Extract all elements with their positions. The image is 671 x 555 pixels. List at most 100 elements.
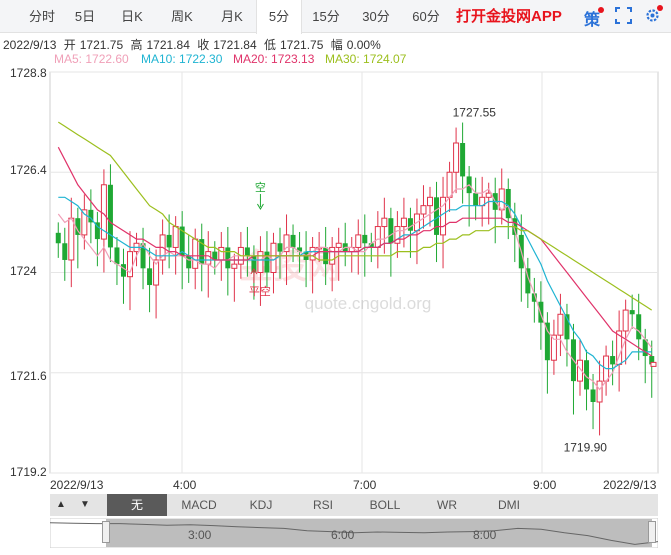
high-value: 1721.84 (146, 38, 190, 52)
navigator-left-handle[interactable] (102, 521, 110, 543)
tab-60-min[interactable]: 60分 (412, 9, 440, 24)
x-tick-label: 9:00 (533, 478, 557, 492)
candle-body (244, 247, 250, 256)
candle-body (544, 322, 550, 361)
candle-body (557, 313, 564, 336)
ma20-line (57, 146, 653, 357)
navigator-time-label: 3:00 (188, 528, 212, 542)
close-value: 1721.84 (213, 38, 257, 52)
candle-body (166, 234, 172, 248)
candle-body (388, 218, 394, 244)
candle-body (649, 356, 655, 365)
x-tick-label: 7:00 (353, 478, 377, 492)
candle-body (374, 226, 381, 248)
candle-body (355, 234, 362, 248)
candle-body (140, 243, 146, 269)
candle-body (309, 246, 316, 261)
candle-body (251, 255, 257, 273)
ma30-line (57, 121, 653, 311)
gear-icon[interactable] (644, 7, 661, 24)
y-tick-label: 1721.6 (10, 369, 47, 383)
candle-body (381, 217, 388, 228)
last-price-marker (650, 361, 657, 367)
strategy-button[interactable]: 策 (584, 12, 601, 29)
high-annotation: 1727.55 (453, 106, 497, 120)
candle-body (636, 314, 642, 340)
candle-body (362, 234, 368, 244)
candle-body (596, 380, 603, 403)
tab-intraday[interactable]: 分时 (28, 9, 55, 24)
scroll-down-button[interactable]: ▼ (80, 499, 90, 510)
open-app-link[interactable]: 打开金投网APP (456, 8, 562, 25)
ma5-line (57, 184, 653, 391)
tab-5-day[interactable]: 5日 (74, 9, 96, 24)
candle-body (199, 239, 205, 265)
candle-body (290, 234, 296, 248)
tab-5-min[interactable]: 5分 (256, 0, 302, 34)
candle-body (564, 314, 570, 340)
candle-body (62, 243, 68, 260)
navigator-time-label: 8:00 (473, 528, 497, 542)
candle-body (205, 251, 212, 265)
candle-body (264, 251, 270, 273)
indicator-none[interactable]: 无 (107, 494, 167, 516)
candle-body (629, 310, 635, 315)
ma20-legend: MA20: 1723.13 (233, 52, 315, 66)
range-navigator[interactable] (50, 518, 658, 548)
notification-dot (598, 7, 604, 13)
candle-body (179, 226, 185, 256)
candle-body (531, 293, 537, 302)
indicator-boll[interactable]: BOLL (369, 498, 401, 512)
candle-body (55, 232, 61, 244)
open-value: 1721.75 (79, 38, 124, 52)
candle-body (622, 309, 629, 332)
candle-body (75, 218, 81, 235)
indicator-kdj[interactable]: KDJ (249, 498, 273, 512)
candle-body (590, 389, 596, 402)
indicator-rsi[interactable]: RSI (312, 498, 333, 512)
tab-15-min[interactable]: 15分 (312, 9, 340, 24)
high-label: 高 (130, 38, 143, 52)
candle-body (68, 217, 75, 261)
ma30-legend: MA30: 1724.07 (325, 52, 407, 66)
indicator-bar: ▲ ▼ 无 MACD KDJ RSI BOLL WR DMI (50, 494, 658, 516)
fullscreen-icon[interactable] (615, 7, 632, 24)
y-tick-label: 1724 (10, 264, 37, 278)
quote-date: 2022/9/13 (3, 38, 57, 52)
candle-body (257, 251, 264, 273)
tab-monthly-k[interactable]: 月K (221, 9, 243, 24)
candle-body (114, 247, 120, 265)
buy-signal-label: 平空 (249, 284, 271, 298)
change-label: 幅 (330, 38, 343, 52)
candle-body (460, 143, 466, 177)
candle-body (394, 226, 401, 244)
candle-body (81, 209, 88, 236)
tab-weekly-k[interactable]: 周K (171, 9, 193, 24)
candle-body (94, 222, 100, 240)
buy-signal-arrowhead (250, 268, 258, 275)
indicator-macd[interactable]: MACD (181, 498, 217, 512)
candle-body (368, 243, 374, 248)
sell-signal-label: 空 (255, 180, 266, 194)
navigator-selection (106, 519, 652, 547)
watermark-url: quote.cngold.org (305, 294, 432, 313)
navigator-price-line (50, 522, 658, 545)
navigator-time-label: 6:00 (331, 528, 355, 542)
navigator-right-handle[interactable] (648, 521, 656, 543)
candle-body (88, 209, 94, 223)
close-label: 收 (197, 38, 210, 52)
tab-daily-k[interactable]: 日K (121, 9, 143, 24)
candle-body (120, 264, 126, 277)
candle-body (270, 242, 277, 274)
indicator-dmi[interactable]: DMI (498, 498, 520, 512)
candle-body (297, 247, 303, 252)
change-value: 0.00% (346, 38, 381, 52)
indicator-wr[interactable]: WR (437, 498, 457, 512)
candle-body (642, 339, 648, 357)
scroll-up-button[interactable]: ▲ (56, 499, 66, 510)
low-value: 1721.75 (280, 38, 324, 52)
candle-body (505, 188, 511, 219)
tab-30-min[interactable]: 30分 (362, 9, 390, 24)
candle-body (453, 142, 460, 173)
